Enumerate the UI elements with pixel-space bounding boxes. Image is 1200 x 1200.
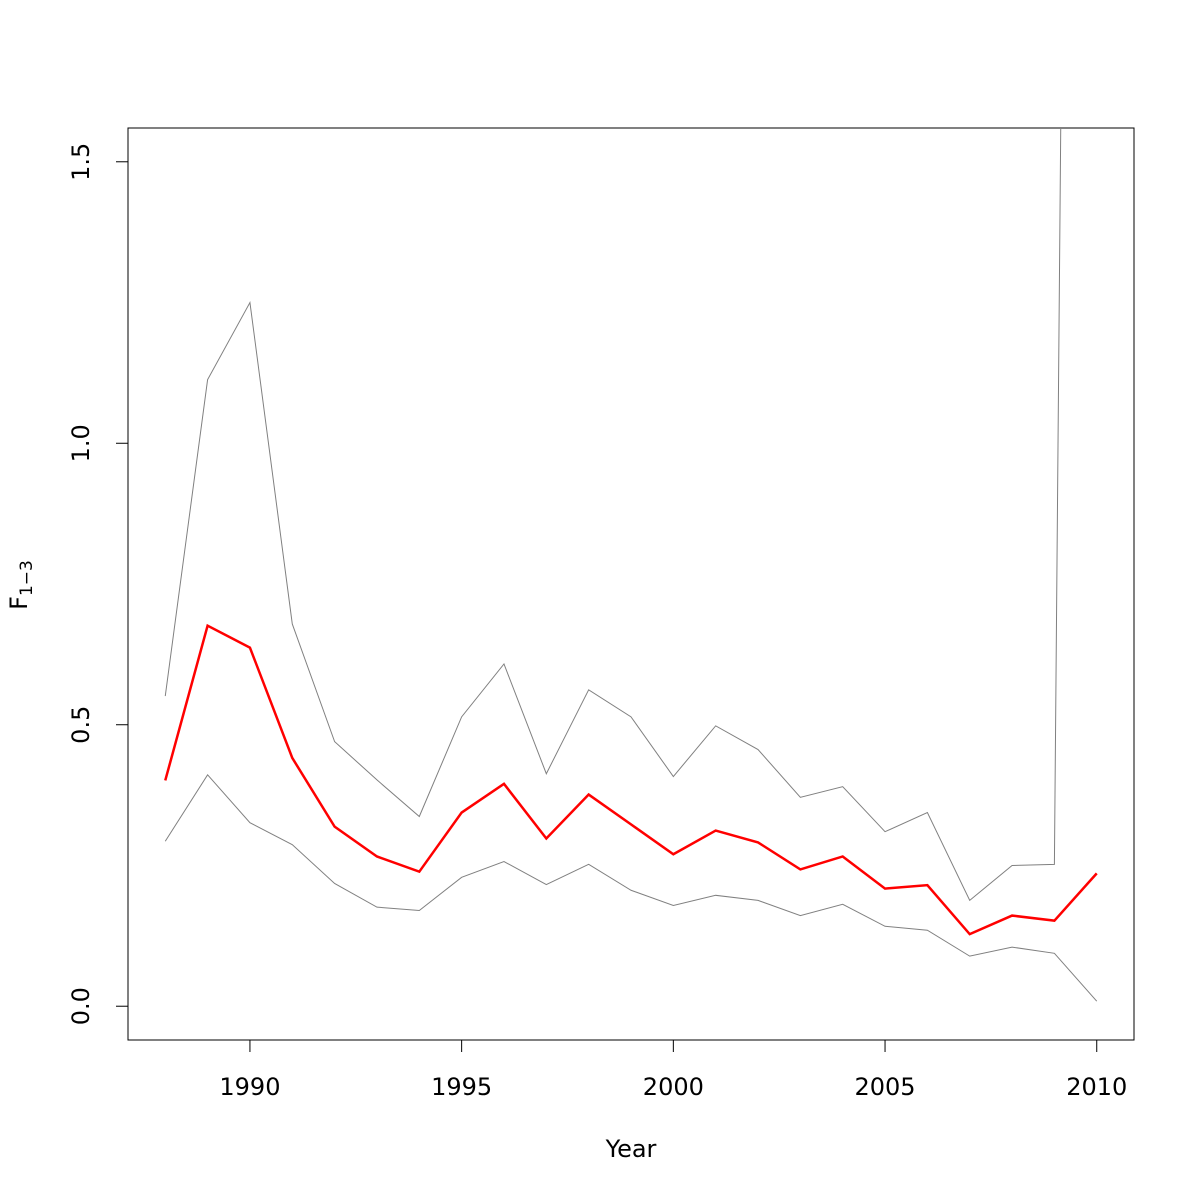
- x-tick-label: 2010: [1066, 1073, 1127, 1101]
- plot-frame: [127, 127, 1135, 1041]
- y-tick-label: 1.5: [67, 143, 95, 181]
- y-tick-label: 0.0: [67, 987, 95, 1025]
- x-tick-label: 2000: [643, 1073, 704, 1101]
- series-line: [164, 774, 1098, 1002]
- series-line: [164, 623, 1098, 936]
- x-tick-label: 2005: [855, 1073, 916, 1101]
- y-axis-label: F1−3: [5, 560, 37, 610]
- plot-area: [164, 128, 1098, 1002]
- y-tick-label: 0.5: [67, 706, 95, 744]
- x-axis-label: Year: [605, 1135, 657, 1163]
- y-label-main: F: [5, 596, 33, 610]
- y-tick-label: 1.0: [67, 424, 95, 462]
- y-label-subscript: 1−3: [17, 560, 37, 596]
- series-line: [164, 128, 1062, 902]
- x-tick-label: 1990: [219, 1073, 280, 1101]
- x-tick-label: 1995: [431, 1073, 492, 1101]
